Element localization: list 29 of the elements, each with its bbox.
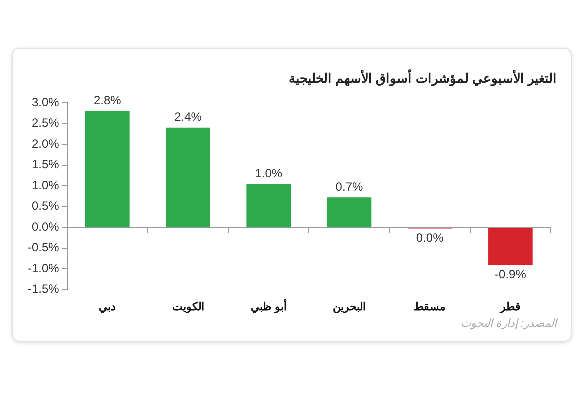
data-label: 2.4% xyxy=(174,110,202,124)
bar xyxy=(85,111,130,228)
bar xyxy=(166,128,210,228)
y-tick-label: 2.0% xyxy=(32,136,60,151)
bar xyxy=(246,184,292,228)
data-label: 0.7% xyxy=(336,180,364,194)
data-label: 1.0% xyxy=(255,166,283,181)
y-tick-label: -1.5% xyxy=(28,282,60,296)
y-tick-label: -0.5% xyxy=(28,240,60,255)
x-tick-label: قطر xyxy=(500,301,521,314)
data-label: 2.8% xyxy=(94,94,122,108)
x-tick-label: دبي xyxy=(99,301,116,314)
y-tick-label: 2.5% xyxy=(32,116,60,130)
y-tick-label: 0.0% xyxy=(32,220,60,234)
data-label: 0.0% xyxy=(416,231,444,246)
y-tick-label: -1.0% xyxy=(28,261,60,276)
text: المصدر: إدارة البحوث xyxy=(460,317,557,330)
chart-title: التغير الأسبوعي لمؤشرات أسواق الأسهم الخليجية xyxy=(288,71,557,86)
x-tick-label: أبو ظبي xyxy=(250,299,287,314)
bar xyxy=(327,198,372,228)
x-tick-label: مسقط xyxy=(414,301,446,314)
y-tick-label: 3.0% xyxy=(32,95,60,110)
y-tick-label: 1.0% xyxy=(32,178,60,192)
y-tick-label: 0.5% xyxy=(32,199,60,214)
data-label: -0.9% xyxy=(495,268,527,282)
x-tick-label: البحرين xyxy=(332,301,366,314)
bar xyxy=(488,228,533,266)
x-tick-label: الكويت xyxy=(172,301,204,314)
y-tick-label: 1.5% xyxy=(32,158,60,172)
